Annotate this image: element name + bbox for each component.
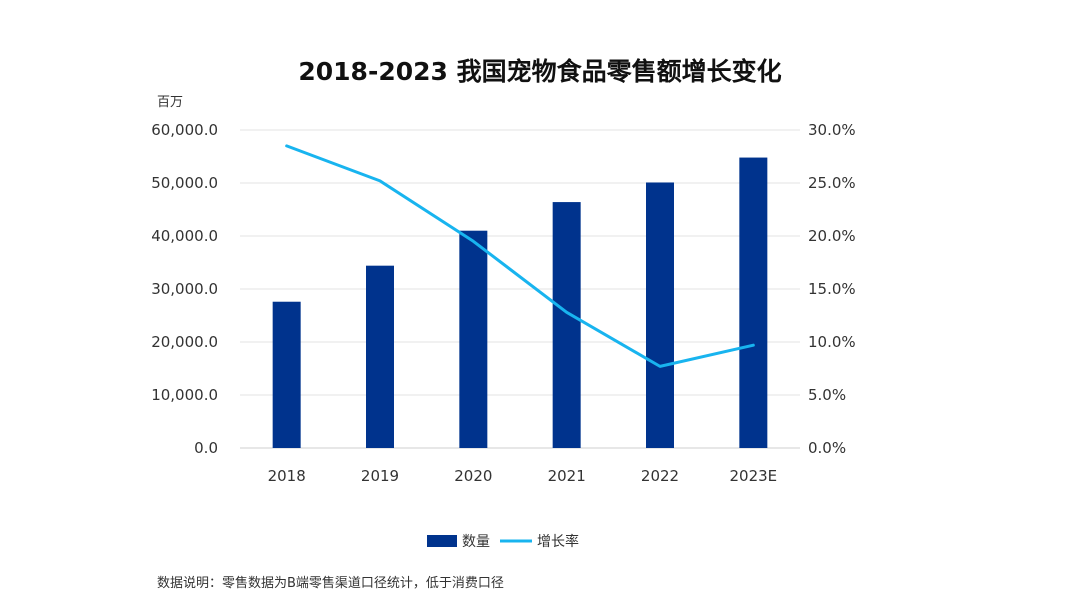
y-left-tick-label: 60,000.0 [151, 121, 218, 139]
x-tick-label: 2019 [361, 467, 399, 485]
legend-bar-swatch [427, 535, 457, 547]
y-right-tick-label: 20.0% [808, 227, 856, 245]
y-right-tick-label: 30.0% [808, 121, 856, 139]
grid-layer [240, 129, 800, 449]
x-tick-label: 2021 [548, 467, 586, 485]
y-left-tick-label: 20,000.0 [151, 333, 218, 351]
legend: 数量 增长率 [427, 533, 579, 550]
x-tick-label: 2023E [730, 467, 778, 485]
bar [366, 265, 394, 448]
bar [739, 157, 768, 448]
bar [552, 202, 581, 448]
growth-line [285, 144, 755, 368]
bar [646, 182, 674, 448]
x-tick-label: 2020 [454, 467, 492, 485]
bar [459, 230, 488, 448]
legend-line-label: 增长率 [537, 533, 579, 550]
y-left-tick-label: 50,000.0 [151, 174, 218, 192]
y-left-tick-label: 40,000.0 [151, 227, 218, 245]
y-left-tick-label: 0.0 [194, 439, 218, 457]
x-tick-label: 2022 [641, 467, 679, 485]
x-tick-label: 2018 [268, 467, 306, 485]
y-right-tick-label: 0.0% [808, 439, 846, 457]
chart-title: 2018-2023 我国宠物食品零售额增长变化 [298, 57, 781, 86]
line-layer [285, 144, 755, 368]
y-left-tick-label: 10,000.0 [151, 386, 218, 404]
y-left-unit: 百万 [157, 95, 183, 110]
ticks-layer: 0.0 0.0% 10,000.0 5.0% 20,000.0 10.0% 30,000.0… [151, 121, 855, 485]
bars-layer [272, 157, 768, 448]
data-note: 数据说明：零售数据为B端零售渠道口径统计，低于消费口径 [157, 575, 504, 591]
y-right-tick-label: 10.0% [808, 333, 856, 351]
y-left-tick-label: 30,000.0 [151, 280, 218, 298]
bar [272, 301, 301, 448]
y-right-tick-label: 5.0% [808, 386, 846, 404]
y-right-tick-label: 25.0% [808, 174, 856, 192]
y-right-tick-label: 15.0% [808, 280, 856, 298]
legend-bar-label: 数量 [462, 534, 490, 550]
